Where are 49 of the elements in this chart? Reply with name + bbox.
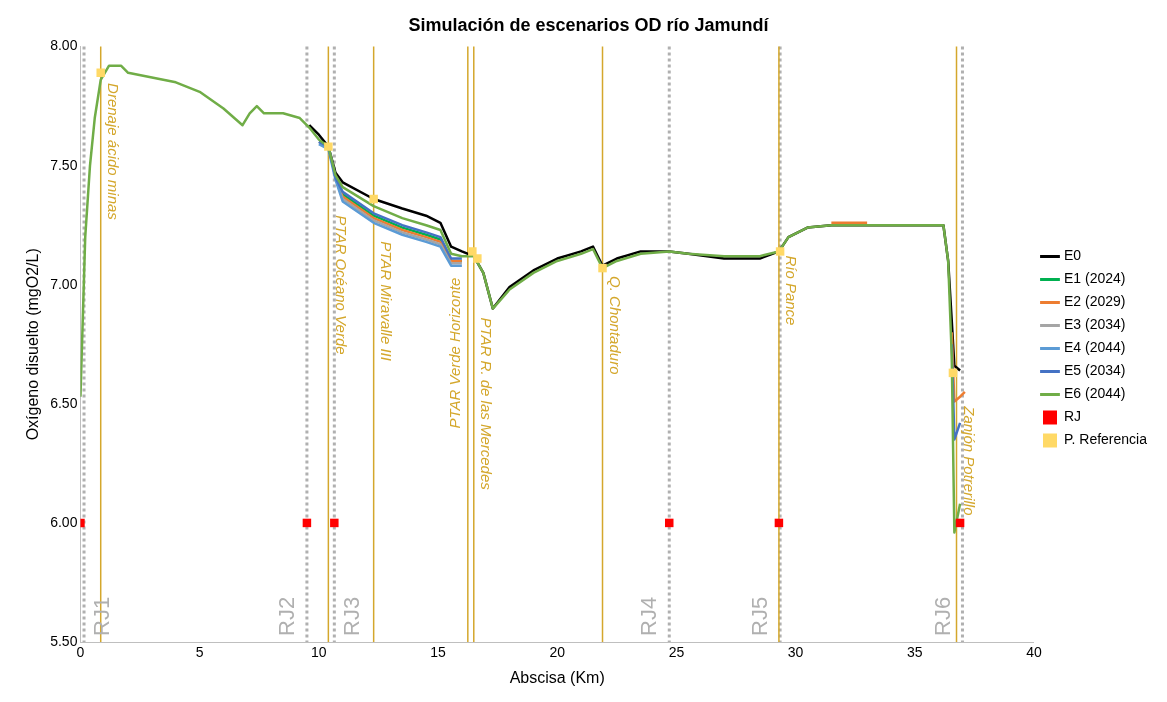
ref-line-label: RJ3 [339,596,365,636]
y-tick-label: 6.50 [50,394,78,411]
x-tick-label: 25 [668,644,685,661]
ref-line-label: RJ1 [89,596,115,636]
x-tick-label: 40 [1026,644,1042,661]
point [598,263,607,273]
point [330,518,339,528]
x-tick-label: 10 [311,644,327,661]
legend-label: E2 (2029) [1063,293,1126,310]
x-tick-label: 35 [907,644,923,661]
legend-label: E0 [1063,247,1082,264]
legend-label: E1 (2024) [1063,270,1126,287]
ref-line-label: PTAR Miravalle III [377,241,395,361]
y-tick-label: 5.50 [50,632,78,649]
y-tick-label: 7.50 [50,156,78,173]
point [369,194,378,204]
legend-label: E4 (2044) [1063,339,1126,356]
ref-line-label: Q. Chontaduro [606,276,624,375]
legend-label: P. Referencia [1063,431,1148,448]
x-tick-label: 0 [76,644,85,661]
x-tick-label: 15 [430,644,447,661]
ref-line-label: RJ2 [273,596,299,636]
chart-title: Simulación de escenarios OD río Jamundí [408,14,770,35]
ref-line-label: Zanjón Potrerillo [960,405,978,516]
legend-label: E3 (2034) [1063,316,1126,333]
y-axis-title: Oxígeno disuelto (mgO2/L) [24,248,42,441]
point [324,142,333,151]
x-tick-label: 30 [787,644,804,661]
legend-label: E6 (2044) [1063,385,1126,402]
ref-line-label: PTAR R. de las Mercedes [478,317,496,491]
ref-line-label: RJ6 [929,596,955,636]
ref-line-label: RJ5 [747,596,773,636]
ref-line-label: PTAR Océano Verde [332,215,350,355]
point [468,247,477,256]
y-tick-label: 7.00 [50,275,78,292]
legend-label: RJ [1063,408,1082,425]
point [96,68,105,78]
ref-line-label: Río Pance [783,255,801,326]
ref-line-label: RJ4 [636,596,662,636]
point [473,254,482,263]
ref-line-label: Drenaje ácido minas [105,83,123,221]
x-tick-label: 5 [195,644,204,661]
y-tick-label: 6.00 [50,513,78,530]
legend-label: E5 (2034) [1063,362,1126,379]
x-tick-label: 20 [549,644,566,661]
ref-line-label: PTAR Verde Horizonte [446,277,464,429]
x-axis-title: Abscisa (Km) [509,668,605,686]
point [775,247,785,256]
y-tick-label: 8.00 [50,37,78,54]
